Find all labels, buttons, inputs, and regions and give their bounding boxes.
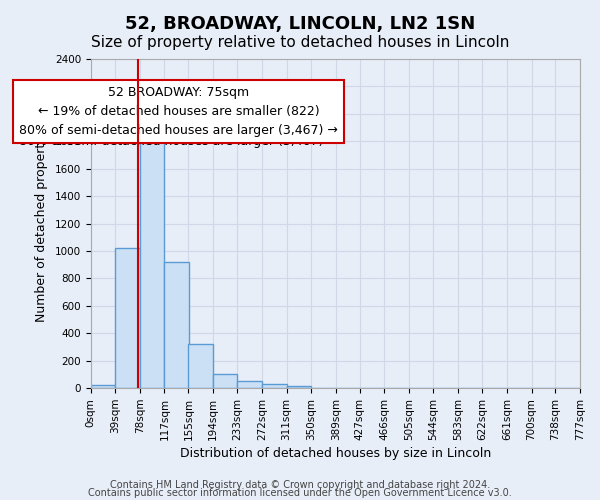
Text: 52 BROADWAY: 75sqm
← 19% of detached houses are smaller (822)
80% of semi-detach: 52 BROADWAY: 75sqm ← 19% of detached hou… [19, 86, 338, 137]
Bar [213, 374, 238, 388]
Text: Size of property relative to detached houses in Lincoln: Size of property relative to detached ho… [91, 35, 509, 50]
Text: 52, BROADWAY, LINCOLN, LN2 1SN: 52, BROADWAY, LINCOLN, LN2 1SN [125, 15, 475, 33]
Text: 52 BROADWAY: 75sqm: 52 BROADWAY: 75sqm [100, 88, 257, 102]
Bar [91, 386, 115, 388]
Text: Contains public sector information licensed under the Open Government Licence v3: Contains public sector information licen… [88, 488, 512, 498]
Bar [115, 248, 140, 388]
Text: Contains HM Land Registry data © Crown copyright and database right 2024.: Contains HM Land Registry data © Crown c… [110, 480, 490, 490]
Bar [164, 262, 189, 388]
X-axis label: Distribution of detached houses by size in Lincoln: Distribution of detached houses by size … [180, 447, 491, 460]
Bar [262, 384, 287, 388]
Bar [188, 344, 213, 388]
Bar [140, 128, 164, 388]
Bar [238, 382, 262, 388]
Text: 80% of semi-detached houses are larger (3,467) →: 80% of semi-detached houses are larger (… [19, 134, 338, 147]
Text: ← 19% of detached houses are smaller (822): ← 19% of detached houses are smaller (82… [38, 112, 320, 124]
Y-axis label: Number of detached properties: Number of detached properties [35, 125, 48, 322]
Bar [287, 386, 311, 388]
